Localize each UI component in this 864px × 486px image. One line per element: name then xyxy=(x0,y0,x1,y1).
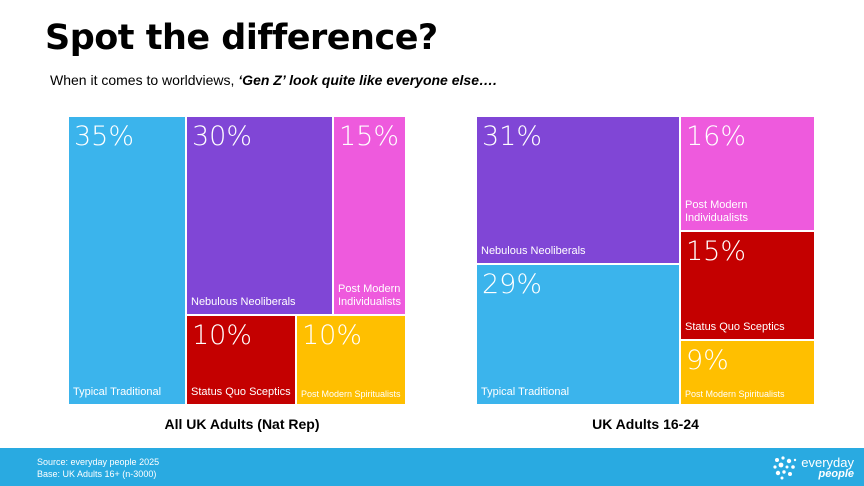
tile-percent: 31% xyxy=(482,121,543,152)
tile-post-modern-spiritualists: 10% Post Modern Spiritualists xyxy=(296,315,406,405)
footer-bar: Source: everyday people 2025 Base: UK Ad… xyxy=(0,448,864,486)
subtitle-emphasis: ‘Gen Z’ look quite like everyone else…. xyxy=(238,72,497,88)
page-subtitle: When it comes to worldviews, ‘Gen Z’ loo… xyxy=(50,72,497,88)
tile-typical-traditional: 35% Typical Traditional xyxy=(68,116,186,405)
tile-nebulous-neoliberals: 30% Nebulous Neoliberals xyxy=(186,116,333,315)
subtitle-prefix: When it comes to worldviews, xyxy=(50,72,239,88)
tile-percent: 15% xyxy=(339,121,400,152)
tile-percent: 35% xyxy=(74,121,135,152)
tile-status-quo-sceptics: 10% Status Quo Sceptics xyxy=(186,315,296,405)
tile-percent: 15% xyxy=(686,236,747,267)
tile-percent: 30% xyxy=(192,121,253,152)
tile-post-modern-individualists: 16% Post Modern Individualists xyxy=(680,116,815,231)
tile-percent: 16% xyxy=(686,121,747,152)
tile-label: Typical Traditional xyxy=(73,386,162,399)
tile-label: Typical Traditional xyxy=(481,386,570,399)
tile-post-modern-spiritualists: 9% Post Modern Spiritualists xyxy=(680,340,815,405)
source-line: Source: everyday people 2025 xyxy=(37,457,160,467)
tile-percent: 10% xyxy=(192,320,253,351)
base-line: Base: UK Adults 16+ (n-3000) xyxy=(37,468,157,479)
tile-typical-traditional: 29% Typical Traditional xyxy=(476,264,680,405)
tile-label: Post Modern Individualists xyxy=(685,198,748,225)
logo-line2: people xyxy=(818,468,854,480)
logo-line1: everyday xyxy=(801,455,854,470)
tile-label: Nebulous Neoliberals xyxy=(191,296,296,309)
tile-post-modern-individualists: 15% Post Modern Individualists xyxy=(333,116,406,315)
page-title: Spot the difference? xyxy=(45,18,438,58)
chart-label-all-uk-adults: All UK Adults (Nat Rep) xyxy=(164,416,320,432)
tile-label: Post Modern Individualists xyxy=(338,282,401,309)
treemap-all-uk-adults: 35% Typical Traditional 30% Nebulous Neolib… xyxy=(68,116,406,405)
treemap-uk-adults-16-24: 31% Nebulous Neoliberals 16% Post Modern In… xyxy=(476,116,815,405)
tile-label: Post Modern Spiritualists xyxy=(685,388,785,399)
chart-label-uk-adults-16-24: UK Adults 16-24 xyxy=(592,416,699,432)
tile-label: Status Quo Sceptics xyxy=(685,321,785,334)
tile-label: Status Quo Sceptics xyxy=(191,386,291,399)
tile-percent: 29% xyxy=(482,269,543,300)
tile-label: Post Modern Spiritualists xyxy=(301,388,401,399)
tile-nebulous-neoliberals: 31% Nebulous Neoliberals xyxy=(476,116,680,264)
tile-status-quo-sceptics: 15% Status Quo Sceptics xyxy=(680,231,815,340)
tile-percent: 9% xyxy=(686,345,729,376)
everyday-people-logo: everyday people xyxy=(771,454,854,482)
footer-source: Source: everyday people 2025 Base: UK Ad… xyxy=(37,457,159,480)
tile-percent: 10% xyxy=(302,320,363,351)
tile-label: Nebulous Neoliberals xyxy=(481,245,586,258)
dot-cluster-icon xyxy=(773,456,797,480)
